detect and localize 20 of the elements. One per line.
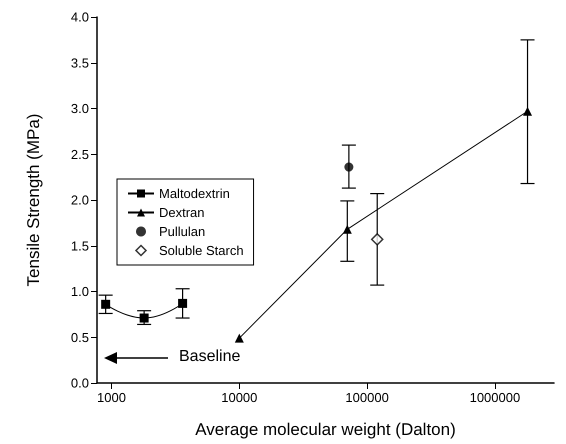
y-tick-label: 2.5 (70, 146, 89, 162)
y-tick-label: 3.0 (70, 101, 89, 116)
y-axis-title: Tensile Strength (MPa) (24, 114, 43, 286)
x-axis-title: Average molecular weight (Dalton) (195, 420, 456, 439)
y-tick-label: 0.0 (70, 376, 89, 390)
legend-label: Pullulan (159, 224, 206, 239)
y-tick-label: 3.5 (70, 55, 89, 70)
y-tick-label: 0.5 (70, 330, 89, 345)
x-tick-label: 100000 (345, 390, 389, 405)
legend-label: Dextran (159, 205, 205, 220)
annotation: Baseline (179, 348, 240, 366)
legend-label: Maltodextrin (159, 186, 230, 201)
x-tick-label: 10000 (221, 390, 258, 405)
y-tick-label: 1.5 (70, 238, 89, 254)
y-tick-label: 1.0 (70, 284, 89, 299)
x-tick-label: 1000000 (470, 390, 520, 405)
x-tick-label: 1000 (97, 390, 126, 405)
y-tick-label: 4.0 (70, 10, 89, 24)
legend-label: Soluble Starch (159, 243, 244, 258)
y-tick-label: 2.0 (70, 192, 89, 208)
